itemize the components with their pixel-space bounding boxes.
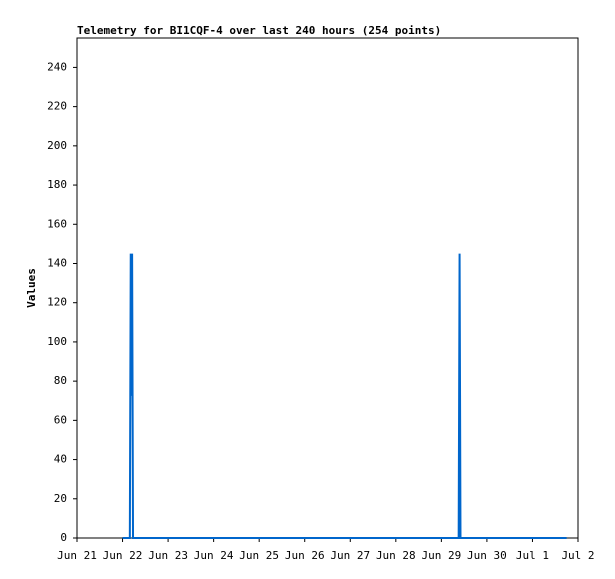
y-tick-label: 40	[54, 453, 67, 466]
x-tick-label: Jun 29	[421, 549, 461, 562]
y-tick-label: 100	[47, 335, 67, 348]
x-tick-label: Jun 21	[57, 549, 97, 562]
y-tick-label: 120	[47, 296, 67, 309]
y-tick-label: 220	[47, 100, 67, 113]
x-tick-label: Jun 27	[330, 549, 370, 562]
x-tick-label: Jun 26	[285, 549, 325, 562]
x-tick-label: Jun 23	[148, 549, 188, 562]
x-tick-label: Jun 22	[103, 549, 143, 562]
y-tick-label: 240	[47, 60, 67, 73]
y-tick-label: 180	[47, 178, 67, 191]
x-tick-label: Jun 25	[239, 549, 279, 562]
y-tick-label: 80	[54, 374, 67, 387]
y-tick-label: 60	[54, 413, 67, 426]
y-tick-label: 140	[47, 256, 67, 269]
y-tick-label: 160	[47, 217, 67, 230]
x-tick-label: Jul 1	[516, 549, 549, 562]
y-axis-label: Values	[25, 268, 38, 308]
chart-title: Telemetry for BI1CQF-4 over last 240 hou…	[77, 24, 441, 37]
plot-frame	[76, 37, 579, 539]
x-tick-label: Jul 2	[561, 549, 594, 562]
series-line	[122, 253, 567, 539]
y-tick-label: 200	[47, 139, 67, 152]
x-tick-label: Jun 30	[467, 549, 507, 562]
x-tick-label: Jun 28	[376, 549, 416, 562]
y-tick-label: 0	[60, 531, 67, 544]
y-tick-label: 20	[54, 492, 67, 505]
x-tick-label: Jun 24	[194, 549, 234, 562]
